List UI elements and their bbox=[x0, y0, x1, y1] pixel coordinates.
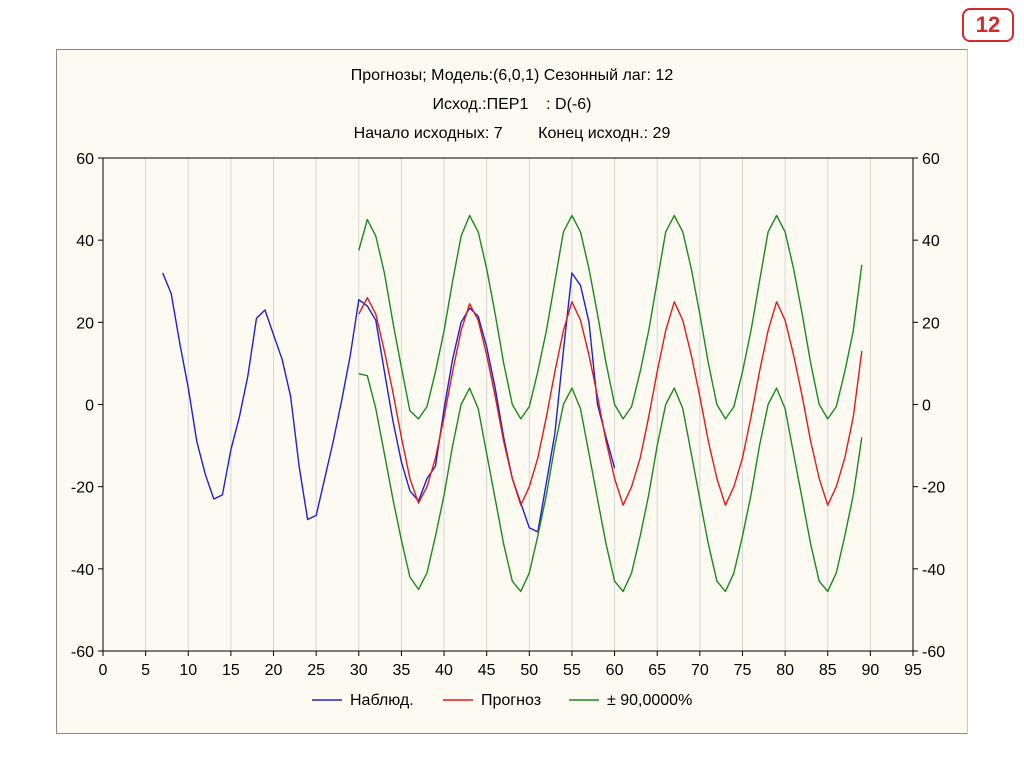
y-tick-label-left: -60 bbox=[71, 644, 94, 661]
y-tick-label-right: -40 bbox=[922, 562, 945, 579]
x-tick-label: 45 bbox=[478, 662, 496, 679]
y-tick-label-right: -20 bbox=[922, 480, 945, 497]
x-tick-label: 80 bbox=[776, 662, 794, 679]
x-tick-label: 20 bbox=[265, 662, 283, 679]
legend-label: ± 90,0000% bbox=[607, 692, 692, 709]
series-line-3 bbox=[358, 373, 863, 593]
y-tick-label-left: 60 bbox=[76, 151, 94, 168]
y-tick-label-left: 20 bbox=[76, 315, 94, 332]
x-tick-label: 60 bbox=[606, 662, 624, 679]
x-tick-label: 90 bbox=[861, 662, 879, 679]
chart-title-line-2: Исход.:ПЕР1 : D(-6) bbox=[433, 96, 592, 113]
chart-title-line-1: Прогнозы; Модель:(6,0,1) Сезонный лаг: 1… bbox=[351, 67, 674, 84]
chart-title: Прогнозы; Модель:(6,0,1) Сезонный лаг: 1… bbox=[351, 67, 674, 142]
y-tick-label-right: 60 bbox=[922, 151, 940, 168]
legend: Наблюд. Прогноз ± 90,0000% bbox=[312, 692, 692, 709]
x-tick-label: 75 bbox=[734, 662, 752, 679]
x-tick-label: 55 bbox=[563, 662, 581, 679]
legend-label: Наблюд. bbox=[350, 692, 414, 709]
x-tick-label: 50 bbox=[520, 662, 538, 679]
chart-title-line-3: Начало исходных: 7 Конец исходн.: 29 bbox=[354, 125, 671, 142]
x-tick-label: 85 bbox=[819, 662, 837, 679]
legend-label: Прогноз bbox=[481, 692, 541, 709]
x-tick-label: 95 bbox=[904, 662, 922, 679]
x-tick-label: 30 bbox=[350, 662, 368, 679]
slide-number-badge: 12 bbox=[962, 8, 1014, 42]
x-tick-label: 10 bbox=[179, 662, 197, 679]
x-tick-label: 15 bbox=[222, 662, 240, 679]
series-line-2 bbox=[358, 214, 863, 420]
x-tick-label: 35 bbox=[393, 662, 411, 679]
y-tick-label-left: 40 bbox=[76, 233, 94, 250]
y-tick-label-left: -40 bbox=[71, 562, 94, 579]
y-tick-label-left: -20 bbox=[71, 480, 94, 497]
axes: 0 5 10 15 20 25 30 35 40 45 50 55 60 65 70 75 80 85 90 95 60… bbox=[71, 151, 945, 679]
x-tick-label: 40 bbox=[435, 662, 453, 679]
line-chart: Прогнозы; Модель:(6,0,1) Сезонный лаг: 1… bbox=[71, 67, 945, 709]
y-tick-label-right: -60 bbox=[922, 644, 945, 661]
x-tick-label: 5 bbox=[141, 662, 150, 679]
chart-window: Прогнозы; Модель:(6,0,1) Сезонный лаг: 1… bbox=[56, 49, 968, 734]
series bbox=[162, 214, 863, 593]
x-tick-label: 70 bbox=[691, 662, 709, 679]
y-tick-label-right: 0 bbox=[922, 398, 931, 415]
grid bbox=[145, 158, 871, 651]
y-tick-label-right: 40 bbox=[922, 233, 940, 250]
y-tick-label-left: 0 bbox=[85, 398, 94, 415]
y-tick-label-right: 20 bbox=[922, 315, 940, 332]
x-tick-label: 25 bbox=[307, 662, 325, 679]
plot-frame bbox=[102, 157, 914, 652]
x-tick-label: 65 bbox=[648, 662, 666, 679]
series-line-0 bbox=[162, 272, 616, 533]
x-tick-label: 0 bbox=[99, 662, 108, 679]
series-line-1 bbox=[358, 296, 863, 506]
